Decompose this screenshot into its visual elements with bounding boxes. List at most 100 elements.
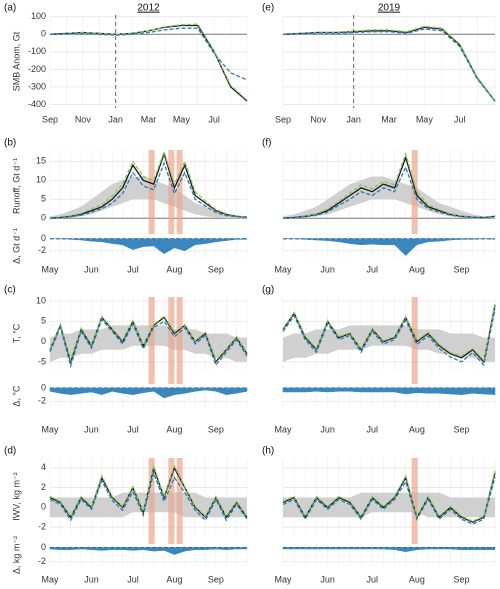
series-line — [49, 27, 248, 81]
x-tick-label: Aug — [409, 424, 425, 434]
spread-band — [50, 325, 247, 362]
series-line — [49, 318, 248, 369]
series-line — [282, 476, 496, 525]
x-tick-label: Jul — [367, 264, 379, 274]
panel-label: (h) — [262, 446, 274, 457]
x-tick-label: Jan — [346, 114, 361, 124]
series-line — [282, 472, 496, 523]
plot-background — [283, 234, 495, 258]
panel-label: (g) — [262, 285, 274, 296]
y-tick-label: 0 — [41, 336, 46, 346]
series-line — [49, 23, 248, 101]
panel-title: 2019 — [378, 3, 401, 14]
x-tick-label: Sep — [208, 264, 224, 274]
series-line — [49, 151, 248, 219]
x-tick-label: Jul — [367, 424, 379, 434]
series-line — [282, 26, 496, 102]
x-tick-label: Sep — [454, 264, 470, 274]
delta-area — [49, 547, 248, 555]
event-highlight — [176, 150, 183, 258]
event-highlight — [168, 458, 175, 566]
y-tick-label: 0 — [41, 29, 46, 39]
x-tick-label: May — [274, 264, 292, 274]
series-line — [282, 151, 496, 219]
x-tick-label: Sep — [454, 574, 470, 584]
event-highlight — [168, 297, 175, 408]
x-tick-label: Aug — [409, 574, 425, 584]
series-line — [282, 470, 496, 522]
delta-area — [283, 238, 496, 256]
series-line — [282, 25, 496, 101]
series-line — [49, 149, 248, 219]
y-tick-label: 15 — [36, 156, 46, 166]
y-axis-label: IWV, kg m⁻² — [11, 472, 21, 520]
event-highlight — [168, 150, 175, 258]
panel-label: (a) — [4, 3, 16, 14]
x-tick-label: May — [274, 574, 292, 584]
y-tick-label: 0 — [41, 502, 46, 512]
x-tick-label: Aug — [166, 574, 182, 584]
x-tick-label: Jul — [208, 114, 220, 124]
x-tick-label: Jun — [320, 574, 335, 584]
x-tick-label: Jul — [127, 264, 139, 274]
x-tick-label: Jul — [127, 574, 139, 584]
x-tick-label: Jun — [84, 574, 99, 584]
y-tick-label: 5 — [41, 316, 46, 326]
plot-background — [283, 544, 495, 566]
y-axis-label: T, °C — [11, 323, 21, 343]
y-tick-label: -300 — [28, 81, 46, 91]
x-tick-label: Sep — [208, 424, 224, 434]
y-tick-label: 4 — [41, 462, 46, 472]
x-tick-label: May — [274, 424, 292, 434]
x-tick-label: Sep — [275, 114, 291, 124]
x-tick-label: May — [41, 424, 59, 434]
series-line — [49, 470, 248, 522]
y-tick-label: 2 — [41, 482, 46, 492]
x-tick-label: Sep — [42, 114, 58, 124]
y-tick-label: -100 — [28, 46, 46, 56]
x-tick-label: Sep — [454, 424, 470, 434]
x-tick-label: Jun — [84, 424, 99, 434]
series-line — [49, 463, 248, 518]
y-axis-label: Δ, Gt d⁻¹ — [11, 228, 21, 264]
panel-label: (f) — [262, 138, 271, 149]
spread-band — [50, 492, 247, 518]
x-tick-label: May — [41, 574, 59, 584]
event-highlight — [148, 458, 155, 566]
series-line — [282, 302, 496, 362]
panel-label: (c) — [4, 285, 16, 296]
delta-area — [49, 387, 248, 399]
x-tick-label: Nov — [310, 114, 327, 124]
x-tick-label: Sep — [208, 574, 224, 584]
x-tick-label: Mar — [141, 114, 157, 124]
x-tick-label: Jul — [127, 424, 139, 434]
series-line — [282, 309, 496, 367]
x-tick-label: Jul — [454, 114, 466, 124]
panel-label: (b) — [4, 138, 16, 149]
panel-label: (d) — [4, 446, 16, 457]
x-tick-label: May — [416, 114, 434, 124]
y-tick-label: 0 — [41, 382, 46, 392]
y-tick-label: -2 — [38, 556, 46, 566]
series-line — [49, 161, 248, 219]
x-tick-label: Jun — [84, 264, 99, 274]
y-tick-label: 0 — [41, 233, 46, 243]
x-tick-label: Aug — [166, 264, 182, 274]
event-highlight — [176, 458, 183, 566]
event-highlight — [411, 150, 418, 258]
x-tick-label: May — [173, 114, 191, 124]
y-axis-label: SMB Anom, Gt — [11, 31, 21, 91]
panel-title: 2012 — [137, 3, 160, 14]
x-tick-label: Jun — [320, 424, 335, 434]
spread-band — [283, 176, 495, 219]
x-tick-label: Jul — [367, 574, 379, 584]
y-tick-label: -5 — [38, 356, 46, 366]
series-line — [282, 28, 496, 102]
x-tick-label: Aug — [166, 424, 182, 434]
y-tick-label: 0 — [41, 542, 46, 552]
y-tick-label: -400 — [28, 99, 46, 109]
x-tick-label: May — [41, 264, 59, 274]
y-axis-label: Δ, °C — [11, 385, 21, 407]
event-highlight — [148, 297, 155, 408]
